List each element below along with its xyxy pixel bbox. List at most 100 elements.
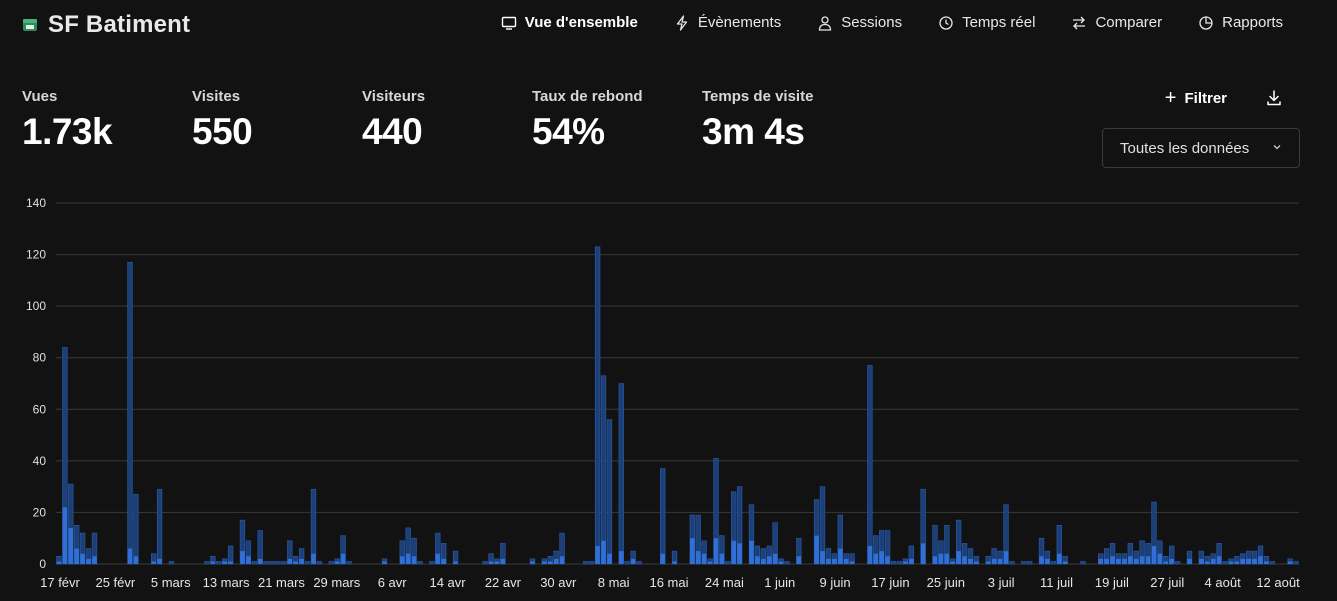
metrics-bar: Vues 1.73k Visites 550 Visiteurs 440 Tau… bbox=[22, 88, 872, 153]
brand-name: SF Batiment bbox=[48, 11, 191, 38]
bar-views bbox=[1269, 561, 1276, 565]
bar-visits bbox=[1122, 558, 1127, 564]
metric-visit-duration[interactable]: Temps de visite 3m 4s bbox=[702, 88, 872, 153]
chart-x-axis: 17 févr 25 févr 5 mars 13 mars 21 mars 29 mar… bbox=[40, 575, 1300, 590]
bar-visits bbox=[340, 553, 346, 564]
toolbar: + Filtrer bbox=[1165, 88, 1283, 108]
x-tick-label: 6 avr bbox=[378, 575, 408, 590]
metric-visitors[interactable]: Visiteurs 440 bbox=[362, 88, 532, 153]
bar-visits bbox=[766, 556, 772, 564]
x-tick-label: 3 juil bbox=[988, 575, 1015, 590]
bar-visits bbox=[1110, 556, 1115, 564]
metric-views[interactable]: Vues 1.73k bbox=[22, 88, 192, 153]
bar-views bbox=[429, 561, 435, 565]
bar-visits bbox=[293, 561, 299, 564]
bar-views bbox=[1293, 561, 1299, 565]
bar-visits bbox=[1216, 556, 1222, 564]
bar-views bbox=[1009, 561, 1015, 565]
bar-visits bbox=[488, 561, 494, 564]
bar-visits bbox=[68, 527, 74, 564]
bar-visits bbox=[453, 561, 458, 564]
x-tick-label: 12 août bbox=[1256, 575, 1300, 590]
bar-visits bbox=[1264, 561, 1269, 564]
metric-bounce-rate[interactable]: Taux de rebond 54% bbox=[532, 88, 702, 153]
bar-views bbox=[1222, 561, 1228, 565]
bar-visits bbox=[1240, 558, 1246, 564]
bar-views bbox=[589, 561, 595, 565]
bar-visits bbox=[1104, 558, 1109, 564]
bar-views bbox=[1050, 561, 1057, 565]
bar-visits bbox=[56, 561, 62, 564]
bar-visits bbox=[814, 535, 819, 564]
bar-views bbox=[618, 383, 624, 565]
nav-compare[interactable]: Comparer bbox=[1071, 14, 1162, 31]
website-icon bbox=[22, 17, 38, 33]
bar-visits bbox=[1210, 558, 1216, 564]
bar-visits bbox=[246, 556, 251, 564]
bar-visits bbox=[885, 556, 890, 564]
nav-events[interactable]: Évènements bbox=[674, 14, 781, 31]
bar-visits bbox=[299, 558, 304, 564]
bar-visits bbox=[713, 538, 719, 564]
bar-views bbox=[606, 419, 613, 565]
bar-visits bbox=[382, 561, 387, 564]
bar-views bbox=[281, 561, 287, 565]
nav-overview[interactable]: Vue d'ensemble bbox=[501, 14, 638, 31]
top-bar: SF Batiment Vue d'ensemble Évènements Se… bbox=[0, 0, 1337, 48]
x-tick-label: 17 juin bbox=[871, 575, 909, 590]
bar-visits bbox=[494, 561, 500, 564]
bar-visits bbox=[908, 558, 914, 564]
filter-button[interactable]: + Filtrer bbox=[1165, 88, 1227, 108]
bar-visits bbox=[240, 551, 245, 564]
y-tick-label: 100 bbox=[26, 299, 46, 313]
metric-label: Temps de visite bbox=[702, 88, 814, 105]
bar-visits bbox=[938, 553, 944, 564]
bar-visits bbox=[1116, 558, 1121, 564]
bar-views bbox=[251, 561, 257, 565]
bar-views bbox=[316, 561, 323, 565]
bar-visits bbox=[157, 558, 162, 564]
y-tick-label: 20 bbox=[33, 505, 47, 519]
metric-visits[interactable]: Visites 550 bbox=[192, 88, 362, 153]
y-tick-label: 140 bbox=[26, 196, 46, 210]
bar-views bbox=[660, 468, 666, 565]
bar-visits bbox=[974, 561, 979, 564]
bar-visits bbox=[849, 561, 855, 564]
x-tick-label: 14 avr bbox=[429, 575, 466, 590]
nav-sessions[interactable]: Sessions bbox=[817, 14, 902, 31]
nav-label: Vue d'ensemble bbox=[524, 14, 638, 31]
bar-visits bbox=[1157, 553, 1163, 564]
metric-value: 54% bbox=[532, 111, 605, 152]
bar-visits bbox=[950, 561, 956, 564]
date-range-select[interactable]: Toutes les données bbox=[1102, 128, 1300, 168]
bar-views bbox=[636, 561, 642, 565]
bar-visits bbox=[956, 551, 962, 564]
bar-visits bbox=[1169, 558, 1175, 564]
bar-visits bbox=[920, 543, 926, 564]
bar-visits bbox=[1127, 556, 1133, 564]
download-button[interactable] bbox=[1265, 89, 1283, 107]
bar-views bbox=[1080, 561, 1086, 565]
x-tick-label: 5 mars bbox=[151, 575, 191, 590]
bar-views bbox=[269, 561, 275, 565]
bar-visits bbox=[1133, 558, 1139, 564]
y-tick-label: 0 bbox=[39, 557, 46, 571]
bar-visits bbox=[1062, 561, 1068, 564]
bar-visits bbox=[755, 556, 760, 564]
bar-visits bbox=[1287, 561, 1293, 564]
x-tick-label: 30 avr bbox=[540, 575, 577, 590]
brand-logo[interactable]: SF Batiment bbox=[22, 11, 190, 39]
bar-visits bbox=[689, 538, 695, 564]
nav-realtime[interactable]: Temps réel bbox=[938, 14, 1035, 31]
bar-visits bbox=[441, 558, 447, 564]
nav-reports[interactable]: Rapports bbox=[1198, 14, 1283, 31]
bar-views bbox=[328, 561, 334, 565]
bar-views bbox=[204, 561, 210, 565]
bar-visits bbox=[749, 540, 754, 564]
metric-label: Visiteurs bbox=[362, 88, 426, 105]
bar-views bbox=[1175, 561, 1181, 565]
bar-visits bbox=[86, 558, 91, 564]
bar-visits bbox=[1198, 558, 1204, 564]
bar-visits bbox=[944, 553, 950, 564]
bar-visits bbox=[1145, 556, 1151, 564]
